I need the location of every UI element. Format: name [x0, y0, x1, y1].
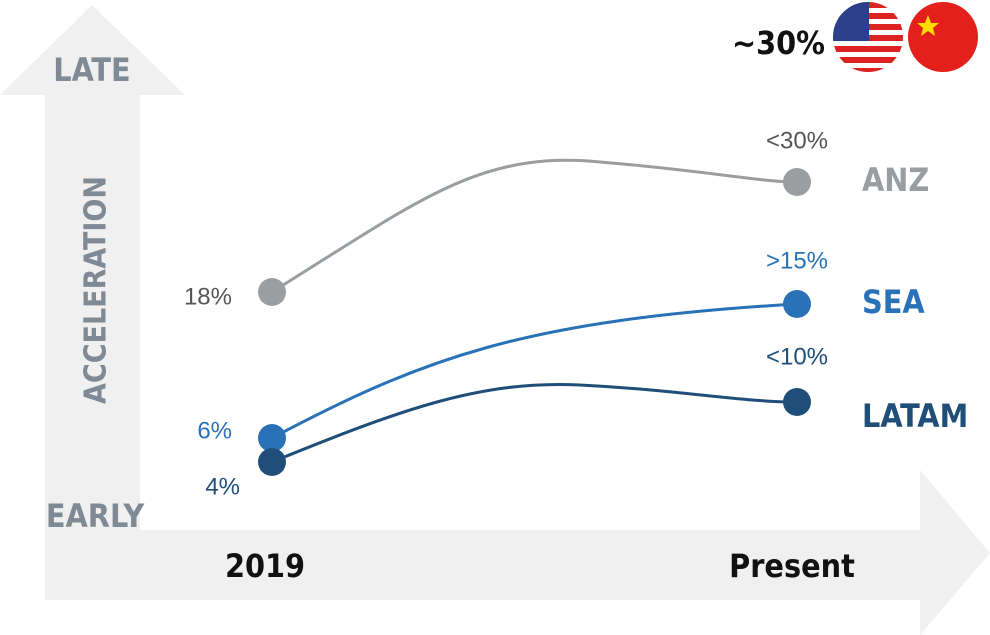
- point: [258, 424, 286, 452]
- badge: ~30%: [732, 24, 825, 62]
- y-axis-title: ACCELERATION: [79, 176, 114, 404]
- y-bottom-label: EARLY: [46, 497, 145, 535]
- point: [783, 290, 811, 318]
- x-arrow: [45, 470, 990, 635]
- y-top-label: LATE: [53, 51, 130, 89]
- curve-sea: [271, 302, 798, 440]
- start-label: 4%: [205, 473, 240, 500]
- point: [258, 278, 286, 306]
- start-label: 18%: [184, 283, 232, 310]
- point: [783, 388, 811, 416]
- flag-star: [917, 15, 939, 36]
- end-label: >15%: [766, 247, 828, 274]
- series-name: ANZ: [862, 161, 929, 199]
- start-label: 6%: [197, 417, 232, 444]
- end-label: <30%: [766, 127, 828, 154]
- curve-latam: [271, 382, 798, 464]
- us-flag: [833, 2, 903, 72]
- series-name: SEA: [862, 283, 925, 321]
- china-flag: [908, 2, 978, 72]
- x-end-label: Present: [729, 547, 855, 585]
- point: [783, 168, 811, 196]
- end-label: <10%: [766, 343, 828, 370]
- y-arrow: [0, 5, 185, 530]
- series-name: LATAM: [862, 397, 968, 435]
- x-start-label: 2019: [225, 547, 305, 585]
- curve-anz: [271, 158, 798, 294]
- point: [258, 448, 286, 476]
